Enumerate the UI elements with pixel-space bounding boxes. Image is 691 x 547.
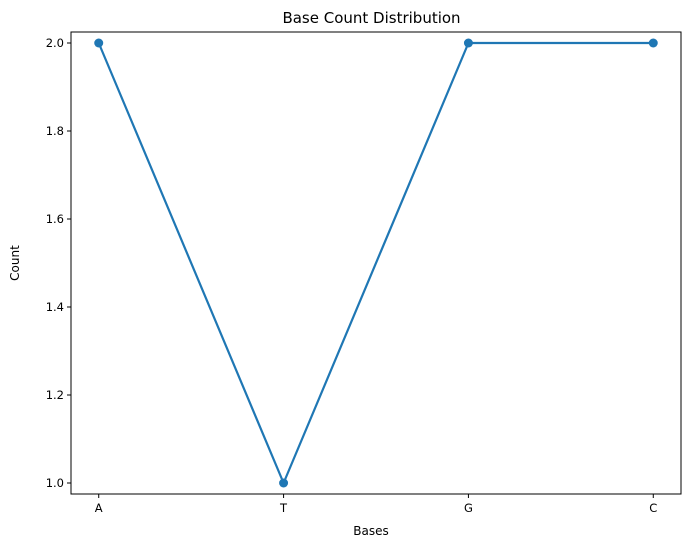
- data-point-c: [648, 38, 658, 48]
- y-tick-label: 1.2: [46, 388, 64, 402]
- data-point-a: [94, 38, 104, 48]
- series-line: [97, 41, 654, 485]
- x-axis-label: Bases: [353, 524, 388, 538]
- chart-title: Base Count Distribution: [282, 9, 460, 27]
- plot-frame: [70, 31, 682, 495]
- y-axis: 1.0 1.2 1.4 1.6 1.8 2.0: [46, 36, 71, 490]
- y-tick-label: 1.4: [46, 300, 64, 314]
- x-tick-label: T: [279, 501, 288, 515]
- y-axis-label: Count: [8, 245, 22, 281]
- x-tick-label: C: [649, 501, 657, 515]
- data-point-g: [463, 38, 473, 48]
- series-layer: [94, 38, 658, 488]
- x-tick-label: G: [464, 501, 473, 515]
- x-tick-label: A: [95, 501, 103, 515]
- y-tick-label: 1.0: [46, 476, 64, 490]
- y-tick-label: 2.0: [46, 36, 64, 50]
- y-tick-label: 1.8: [46, 124, 64, 138]
- data-point-t: [279, 478, 289, 488]
- plot-area: A T G C 1.0 1.2 1.4 1.6 1.8 2.0: [46, 31, 682, 515]
- y-tick-label: 1.6: [46, 212, 64, 226]
